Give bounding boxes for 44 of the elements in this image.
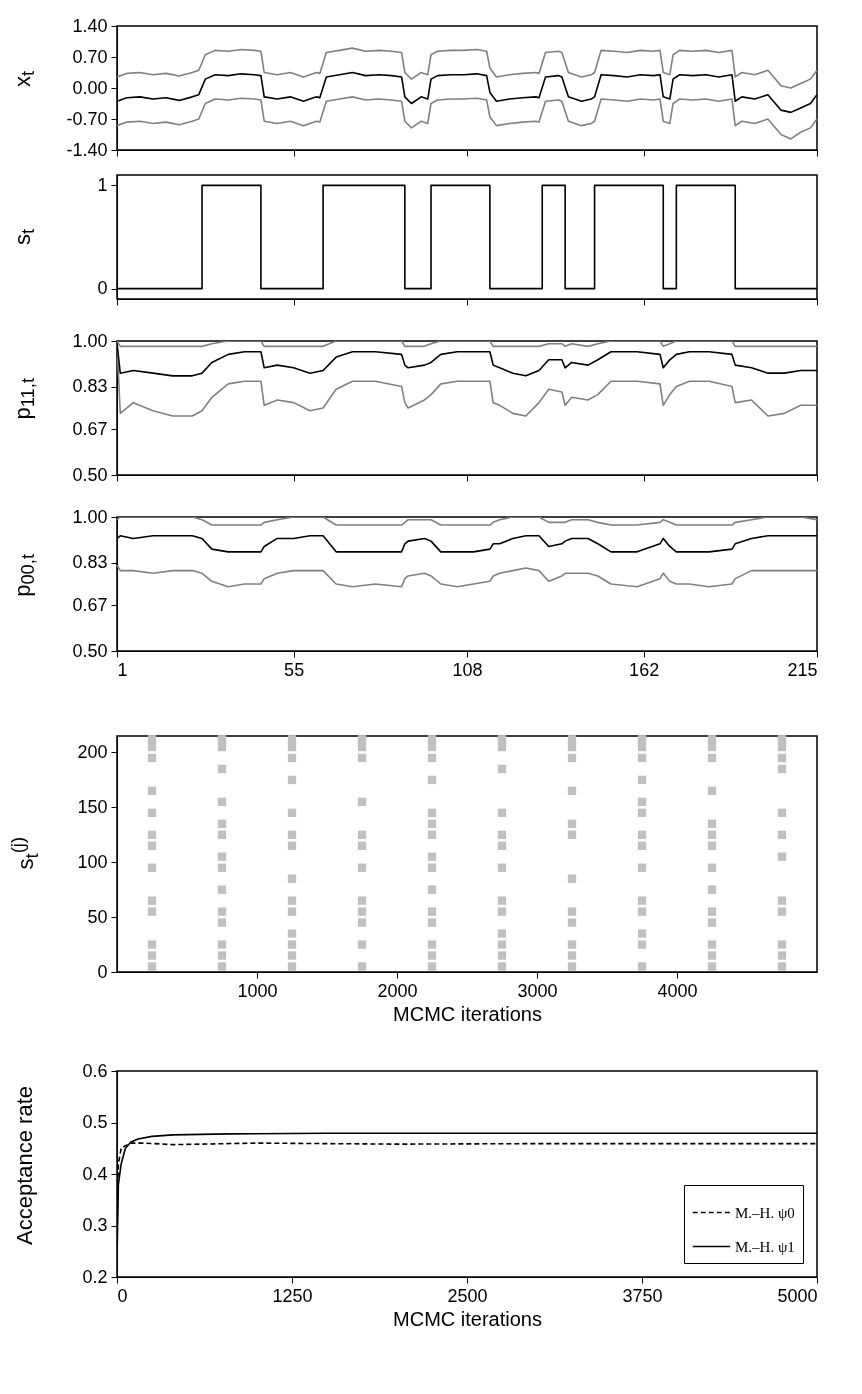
y-tick-label: 0.4 (82, 1163, 108, 1184)
x-tick-label: 0 (117, 1285, 128, 1306)
x-axis-title: MCMC iterations (393, 1002, 542, 1025)
y-tick-label: 0.67 (72, 594, 108, 615)
y-tick-label: 0.70 (72, 46, 108, 67)
y-tick-label: 0.83 (72, 376, 108, 397)
y-tick-label: 0.3 (82, 1215, 108, 1235)
x-tick-label: 3000 (517, 980, 558, 1001)
y-tick-label: 0.67 (72, 418, 108, 439)
y-tick-label: 0 (97, 961, 108, 982)
legend-label: M.–H. ψ1 (735, 1238, 795, 1255)
y-tick-label: 50 (87, 906, 108, 927)
y-tick-label: 200 (77, 741, 108, 762)
x-tick-label: 1250 (272, 1285, 313, 1306)
y-tick-label: 0.5 (82, 1112, 108, 1132)
y-tick-label: 1.00 (72, 506, 108, 527)
x-tick-label: 3750 (622, 1285, 663, 1306)
y-tick-label: 0.2 (82, 1266, 108, 1287)
x-tick-label: 1 (117, 659, 128, 680)
y-tick-label: 0.00 (72, 77, 108, 98)
legend-label: M.–H. ψ0 (735, 1204, 795, 1221)
y-tick-label: 1.40 (72, 15, 108, 36)
x-tick-label: 215 (787, 659, 818, 680)
x-tick-label: 55 (284, 659, 305, 680)
x-tick-label: 5000 (777, 1285, 818, 1306)
y-tick-label: 0.50 (72, 464, 108, 485)
y-tick-label: 150 (77, 796, 108, 817)
y-tick-label: 0.6 (82, 1060, 108, 1081)
x-axis-title: MCMC iterations (393, 1307, 542, 1330)
x-tick-label: 1000 (237, 980, 278, 1001)
x-tick-label: 162 (629, 659, 660, 680)
y-tick-label: 0.83 (72, 552, 108, 573)
x-tick-label: 108 (452, 659, 483, 680)
y-tick-label: -1.40 (66, 139, 108, 160)
x-tick-label: 2000 (377, 980, 418, 1001)
y-tick-label: 1.00 (72, 330, 108, 351)
x-tick-label: 2500 (447, 1285, 488, 1306)
y-tick-label: 0.50 (72, 640, 108, 661)
x-tick-label: 4000 (657, 980, 698, 1001)
y-tick-label: 1 (97, 174, 108, 195)
y-axis-title: Acceptance rate (12, 1085, 38, 1245)
y-tick-label: 100 (77, 851, 108, 872)
y-tick-label: -0.70 (66, 108, 108, 129)
y-tick-label: 0 (97, 278, 108, 299)
